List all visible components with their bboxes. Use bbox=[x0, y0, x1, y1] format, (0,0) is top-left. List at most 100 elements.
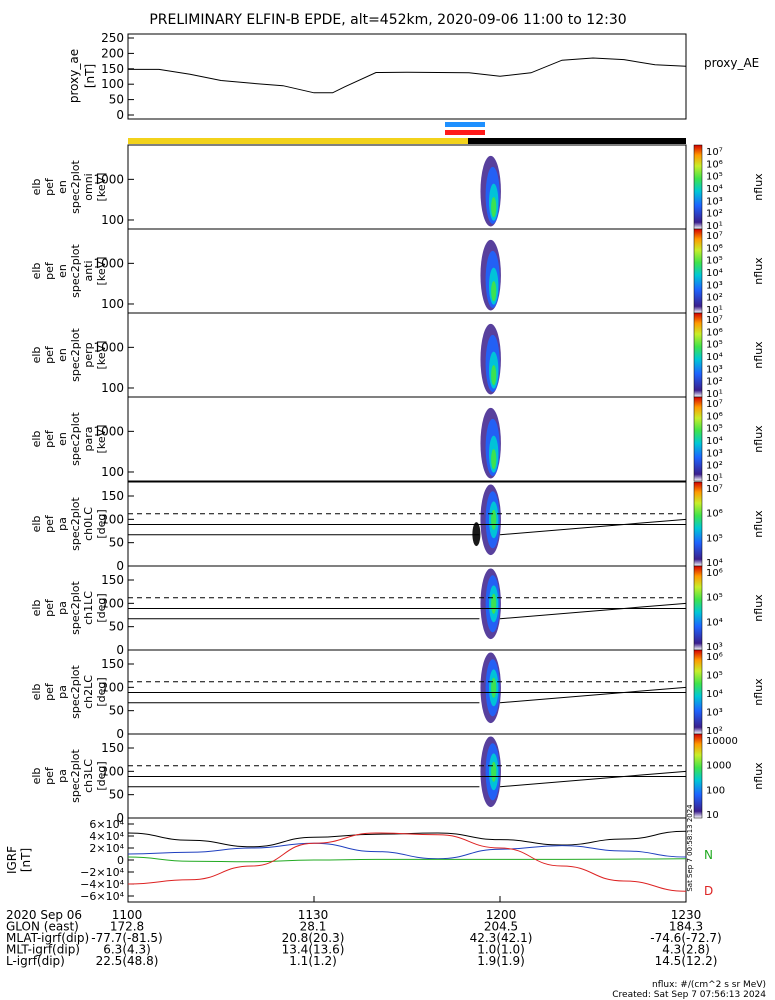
y-tick-label: 50 bbox=[109, 788, 124, 802]
y-tick-label: −2×10⁴ bbox=[80, 866, 124, 879]
ephemeris-row-label: GLON (east) bbox=[6, 920, 79, 934]
colorbar-tick-label: 10⁵ bbox=[706, 671, 723, 682]
y-tick-label: 150 bbox=[101, 741, 124, 755]
colorbar-tick-label: 10⁵ bbox=[706, 424, 723, 435]
ylabel-line: spec2plot bbox=[69, 497, 82, 551]
ephemeris-cell: 28.1 bbox=[300, 920, 327, 934]
colorbar-tick-label: 10⁶ bbox=[706, 159, 723, 170]
flux-blob bbox=[491, 593, 497, 614]
colorbar-strip bbox=[693, 396, 703, 482]
ylabel-line: [deg] bbox=[95, 509, 108, 538]
colorbar-ch0: 10⁷ 10⁶ 10⁵ 10⁴ nflux bbox=[693, 481, 765, 569]
y-tick-label: 150 bbox=[101, 657, 124, 671]
ae-tick-label: 150 bbox=[101, 62, 124, 76]
ylabel-line: elb bbox=[30, 347, 43, 364]
colorbar-tick-label: 10⁵ bbox=[706, 533, 723, 544]
ephemeris-cell: 22.5(48.8) bbox=[96, 954, 159, 968]
ylabel-line: spec2plot bbox=[69, 244, 82, 298]
igrf-panel: 6×10⁴4×10⁴2×10⁴0−2×10⁴−4×10⁴−6×10⁴NDIGRF… bbox=[5, 804, 713, 903]
flux-blob bbox=[472, 522, 481, 547]
y-tick-label: 150 bbox=[101, 489, 124, 503]
colorbar-tick-label: 10¹ bbox=[706, 389, 723, 400]
ylabel-line: elb bbox=[30, 179, 43, 196]
ephemeris-row-label: MLAT-igrf(dip) bbox=[6, 931, 89, 945]
ylabel-line: [deg] bbox=[95, 593, 108, 622]
colorbar-strip bbox=[693, 312, 703, 398]
colorbar-tick-label: 10 bbox=[706, 810, 719, 821]
colorbar-tick-label: 10² bbox=[706, 209, 723, 220]
ephemeris-cell: 1.1(1.2) bbox=[289, 954, 337, 968]
y-tick-label: 6×10⁴ bbox=[89, 818, 124, 831]
ae-legend-label: proxy_AE bbox=[704, 56, 759, 70]
colorbar-title: nflux bbox=[752, 173, 765, 201]
colorbar-title: nflux bbox=[752, 594, 765, 622]
ylabel-line: spec2plot bbox=[69, 749, 82, 803]
ylabel-line: pef bbox=[43, 598, 56, 617]
y-tick-label: 100 bbox=[101, 680, 124, 694]
colorbar-strip bbox=[693, 565, 703, 651]
colorbar-tick-label: 10³ bbox=[706, 196, 723, 207]
ylabel-line: pa bbox=[56, 769, 69, 783]
y-tick-label: 1000 bbox=[93, 424, 124, 438]
ephemeris-cell: -74.6(-72.7) bbox=[650, 931, 721, 945]
ephemeris-cell: 14.5(12.2) bbox=[655, 954, 718, 968]
ephemeris-cell: 42.3(42.1) bbox=[470, 931, 533, 945]
ylabel-line: spec2plot bbox=[69, 160, 82, 214]
ephemeris-cell: -77.7(-81.5) bbox=[91, 931, 162, 945]
ylabel-line: ch3LC bbox=[82, 759, 95, 793]
colorbar-tick-label: 10⁴ bbox=[706, 268, 723, 279]
y-tick-label: −6×10⁴ bbox=[80, 890, 124, 903]
y-tick-label: 100 bbox=[101, 764, 124, 778]
ylabel-line: elb bbox=[30, 431, 43, 448]
ylabel-line: ch2LC bbox=[82, 675, 95, 709]
ae-ylabel-line: proxy_ae bbox=[67, 49, 81, 103]
colorbar-tick-label: 10⁴ bbox=[706, 184, 723, 195]
y-tick-label: 100 bbox=[101, 297, 124, 311]
loss-cone-line bbox=[499, 518, 687, 536]
colorbar-strip bbox=[693, 481, 703, 567]
ylabel-line: elb bbox=[30, 516, 43, 533]
ylabel-line: elb bbox=[30, 600, 43, 617]
spectrogram-panel-ch0: 150 100 50 0 elb pef pa spec2plot ch0LC [deg] bbox=[30, 481, 687, 573]
colorbar-tick-label: 10⁴ bbox=[706, 617, 723, 628]
ylabel-line: omni bbox=[82, 173, 95, 200]
colorbar-title: nflux bbox=[752, 762, 765, 790]
spectrogram-panel-para: 1000 100 elb pef en spec2plot para [keV] bbox=[30, 396, 687, 482]
ylabel-line: anti bbox=[82, 260, 95, 281]
colorbar-tick-label: 10000 bbox=[706, 736, 738, 747]
ylabel-line: pef bbox=[43, 261, 56, 280]
spectrogram-panel-ch2: 150 100 50 0 elb pef pa spec2plot ch2LC [deg] bbox=[30, 649, 687, 741]
colorbar-ch3: 10000 1000 100 10 nflux bbox=[693, 733, 765, 821]
colorbar-title: nflux bbox=[752, 678, 765, 706]
loss-cone-line bbox=[499, 770, 687, 788]
ae-tick-label: 50 bbox=[109, 93, 124, 107]
flux-blob bbox=[491, 449, 497, 470]
colorbar-ch1: 10⁶ 10⁵ 10⁴ 10³ nflux bbox=[693, 565, 765, 653]
y-tick-label: 100 bbox=[101, 381, 124, 395]
ephemeris-cell: 1.0(1.0) bbox=[477, 943, 525, 957]
spectrogram-panel-ch1: 150 100 50 0 elb pef pa spec2plot ch1LC [deg] bbox=[30, 565, 687, 657]
igrf-series-blue bbox=[127, 842, 687, 860]
ae-panel-frame bbox=[127, 33, 687, 120]
colorbar-tick-label: 10³ bbox=[706, 364, 723, 375]
ae-tick-label: 250 bbox=[101, 31, 124, 45]
colorbar-tick-label: 10⁵ bbox=[706, 593, 723, 604]
ylabel-line: [deg] bbox=[95, 677, 108, 706]
ylabel-line: spec2plot bbox=[69, 665, 82, 719]
y-tick-label: 50 bbox=[109, 704, 124, 718]
panel-frame bbox=[127, 228, 687, 314]
ylabel-line: elb bbox=[30, 684, 43, 701]
y-tick-label: 1000 bbox=[93, 172, 124, 186]
colorbar-tick-label: 10⁶ bbox=[706, 327, 723, 338]
colorbar-strip bbox=[693, 228, 703, 314]
ephemeris-row-label: L-igrf(dip) bbox=[6, 954, 65, 968]
colorbar-tick-label: 10⁶ bbox=[706, 411, 723, 422]
colorbar-tick-label: 10⁶ bbox=[706, 568, 723, 579]
ylabel-line: elb bbox=[30, 263, 43, 280]
colorbar-tick-label: 10⁴ bbox=[706, 352, 723, 363]
ylabel-line: en bbox=[56, 432, 69, 446]
footer-units: nflux: #/(cm^2 s sr MeV) bbox=[652, 980, 766, 990]
